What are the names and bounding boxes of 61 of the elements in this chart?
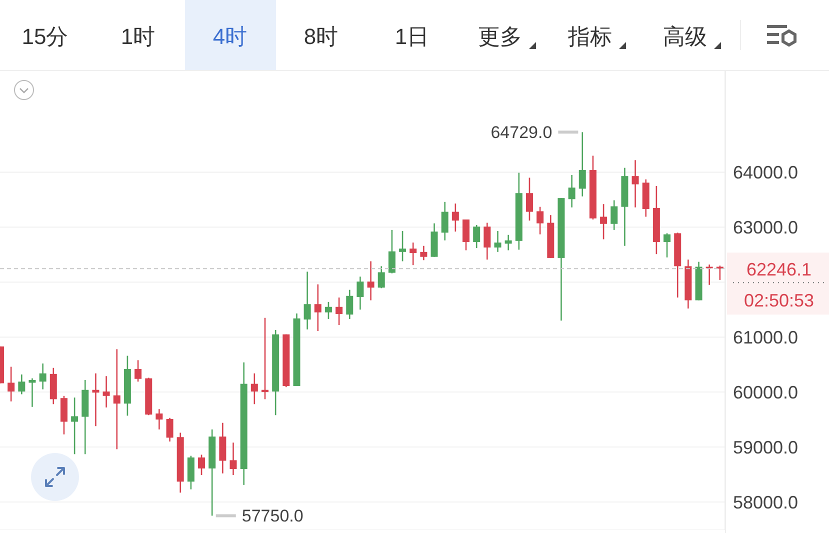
text: 02:50:53	[744, 290, 814, 311]
candlestick	[441, 201, 448, 242]
candlestick	[526, 177, 533, 222]
candlestick	[388, 229, 396, 274]
candlestick	[261, 317, 268, 400]
candlestick	[356, 276, 364, 310]
candlestick	[71, 396, 78, 455]
ref-line-label: 62246.1	[746, 260, 812, 280]
text: 8时	[302, 23, 340, 51]
candlestick	[102, 375, 110, 408]
text: 更多	[477, 23, 523, 51]
candlestick	[420, 245, 428, 261]
text: 4时	[212, 23, 248, 51]
text: 高级	[662, 23, 708, 51]
candlestick	[92, 372, 100, 427]
text: 1时	[120, 23, 156, 51]
y-tick-label: 58000.0	[733, 492, 798, 512]
candlestick	[632, 159, 639, 208]
candlestick	[600, 203, 608, 240]
candlestick	[8, 366, 15, 402]
candlestick	[39, 362, 46, 390]
y-tick-label: 64000.0	[733, 162, 798, 183]
candlestick	[18, 374, 26, 395]
candlestick	[473, 224, 480, 249]
candlestick	[166, 417, 174, 442]
candlestick	[250, 372, 258, 405]
text: 15分	[20, 23, 70, 51]
candlestick	[399, 230, 406, 262]
candlestick	[156, 408, 163, 430]
candlestick	[324, 301, 332, 320]
candlestick	[60, 395, 68, 436]
candlestick	[28, 378, 36, 408]
candlestick	[494, 230, 502, 253]
candlestick	[378, 266, 385, 289]
candlestick	[568, 174, 576, 208]
y-tick-label: 59000.0	[733, 437, 798, 458]
annotation: 64729.0	[490, 123, 552, 142]
candlestick	[336, 296, 343, 326]
candlestick	[504, 234, 512, 251]
candlestick	[113, 348, 120, 450]
candlestick	[134, 360, 142, 382]
candlestick	[536, 206, 544, 235]
y-tick-label: 60000.0	[733, 382, 798, 402]
candlestick	[484, 222, 491, 260]
y-tick-label: 61000.0	[733, 327, 798, 348]
text: 指标	[567, 23, 613, 51]
candlestick	[452, 202, 459, 232]
text: 1日	[394, 23, 430, 51]
candlestick	[610, 200, 618, 231]
annotation: 57750.0	[242, 506, 304, 526]
candlestick	[314, 284, 322, 332]
candlestick	[304, 271, 311, 330]
candlestick	[462, 218, 470, 251]
y-tick-label: 63000.0	[733, 218, 798, 238]
candlestick	[198, 454, 206, 476]
candlestick	[578, 132, 586, 198]
candlestick	[230, 442, 237, 476]
candlestick	[346, 289, 354, 320]
candlestick	[664, 232, 671, 258]
candlestick	[367, 260, 374, 301]
candlestick	[410, 242, 417, 266]
